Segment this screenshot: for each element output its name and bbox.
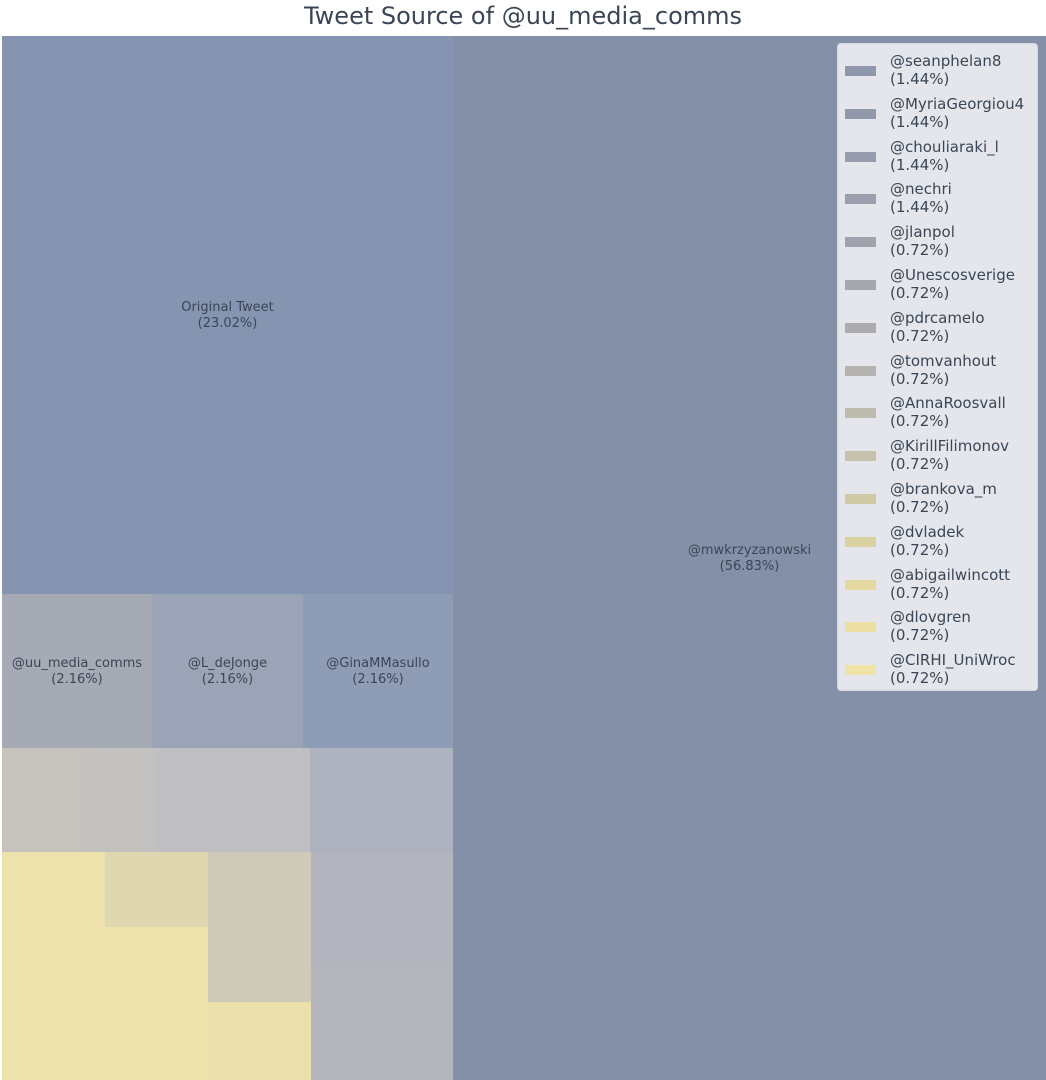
legend-percent: (1.44%): [890, 155, 950, 174]
legend-label: @AnnaRoosvall: [890, 394, 1006, 413]
treemap-tile-small: [311, 966, 453, 1080]
legend-label: @brankova_m: [890, 479, 997, 498]
legend: @seanphelan8 (1.44%) @MyriaGeorgiou4 (1.44%…: [837, 43, 1038, 691]
tile-percent: (2.16%): [51, 672, 102, 687]
legend-label: @jlanpol: [890, 223, 955, 242]
legend-percent: (0.72%): [890, 455, 950, 474]
treemap-tile: [2, 594, 152, 748]
legend-swatch: [845, 665, 876, 676]
tile-label: @uu_media_comms: [12, 656, 142, 671]
treemap-tile: [2, 36, 453, 594]
legend-percent: (0.72%): [890, 540, 950, 559]
legend-percent: (0.72%): [890, 583, 950, 602]
legend-item: @jlanpol (0.72%): [838, 220, 1037, 263]
legend-item: @CIRHI_UniWroc (0.72%): [838, 648, 1037, 691]
legend-percent: (0.72%): [890, 241, 950, 260]
legend-swatch: [845, 622, 876, 633]
legend-percent: (1.44%): [890, 112, 950, 131]
legend-swatch: [845, 151, 876, 162]
legend-percent: (0.72%): [890, 369, 950, 388]
legend-item: @abigailwincott (0.72%): [838, 563, 1037, 606]
legend-percent: (0.72%): [890, 497, 950, 516]
treemap-tile-small: [208, 852, 311, 1002]
treemap-tile-small: [2, 748, 81, 852]
treemap-tile-small: [81, 748, 158, 852]
treemap-tile-small: [2, 852, 105, 927]
legend-percent: (0.72%): [890, 669, 950, 688]
tile-label: @mwkrzyzanowski: [688, 543, 811, 558]
legend-item: @KirillFilimonov (0.72%): [838, 434, 1037, 477]
legend-item: @AnnaRoosvall (0.72%): [838, 391, 1037, 434]
legend-item: @tomvanhout (0.72%): [838, 349, 1037, 392]
legend-item: @dlovgren (0.72%): [838, 605, 1037, 648]
legend-percent: (0.72%): [890, 283, 950, 302]
treemap-tile-small: [105, 852, 208, 927]
legend-percent: (0.72%): [890, 412, 950, 431]
legend-item: @nechri (1.44%): [838, 177, 1037, 220]
legend-label: @KirillFilimonov: [890, 437, 1010, 456]
legend-item: @seanphelan8 (1.44%): [838, 49, 1037, 92]
legend-percent: (0.72%): [890, 326, 950, 345]
legend-label: @CIRHI_UniWroc: [890, 651, 1016, 670]
legend-swatch: [845, 322, 876, 333]
legend-label: @seanphelan8: [890, 52, 1002, 70]
treemap-tile-small: [311, 852, 453, 966]
legend-swatch: [845, 536, 876, 547]
tile-percent: (56.83%): [720, 559, 780, 574]
treemap-tile-small: [208, 1002, 311, 1080]
tile-percent: (2.16%): [352, 672, 403, 687]
legend-percent: (1.44%): [890, 70, 950, 88]
legend-swatch: [845, 493, 876, 504]
chart-title: Tweet Source of @uu_media_comms: [303, 2, 743, 30]
legend-swatch: [845, 408, 876, 419]
legend-label: @pdrcamelo: [890, 308, 985, 327]
treemap-tile: [152, 594, 303, 748]
legend-label: @chouliaraki_l: [890, 137, 999, 156]
legend-item: @pdrcamelo (0.72%): [838, 306, 1037, 349]
tile-label: @GinaMMasullo: [326, 656, 430, 671]
legend-item: @brankova_m (0.72%): [838, 477, 1037, 520]
treemap-tile-small: [158, 748, 310, 852]
legend-label: @dvladek: [890, 522, 965, 541]
tile-percent: (23.02%): [198, 316, 258, 331]
legend-swatch: [845, 279, 876, 290]
legend-item: @chouliaraki_l (1.44%): [838, 135, 1037, 178]
legend-percent: (0.72%): [890, 626, 950, 645]
legend-label: @abigailwincott: [890, 565, 1011, 584]
legend-item: @dvladek (0.72%): [838, 520, 1037, 563]
treemap-tile-small: [310, 748, 453, 852]
tile-percent: (2.16%): [202, 672, 253, 687]
legend-label: @dlovgren: [890, 608, 971, 627]
legend-swatch: [845, 579, 876, 590]
legend-item: @Unescosverige (0.72%): [838, 263, 1037, 306]
treemap-tile: [303, 594, 453, 748]
tile-label: @L_deJonge: [188, 656, 267, 671]
legend-label: @tomvanhout: [890, 351, 997, 370]
legend-swatch: [845, 451, 876, 462]
legend-swatch: [845, 365, 876, 376]
legend-swatch: [845, 108, 876, 119]
treemap-tile-small: [2, 927, 208, 1080]
tile-label: Original Tweet: [181, 300, 274, 315]
legend-label: @MyriaGeorgiou4: [890, 94, 1025, 113]
legend-swatch: [845, 66, 876, 76]
legend-item: @MyriaGeorgiou4 (1.44%): [838, 92, 1037, 135]
legend-swatch: [845, 237, 876, 248]
legend-percent: (1.44%): [890, 198, 950, 217]
legend-label: @Unescosverige: [890, 265, 1015, 284]
legend-label: @nechri: [890, 180, 952, 199]
legend-swatch: [845, 194, 876, 205]
